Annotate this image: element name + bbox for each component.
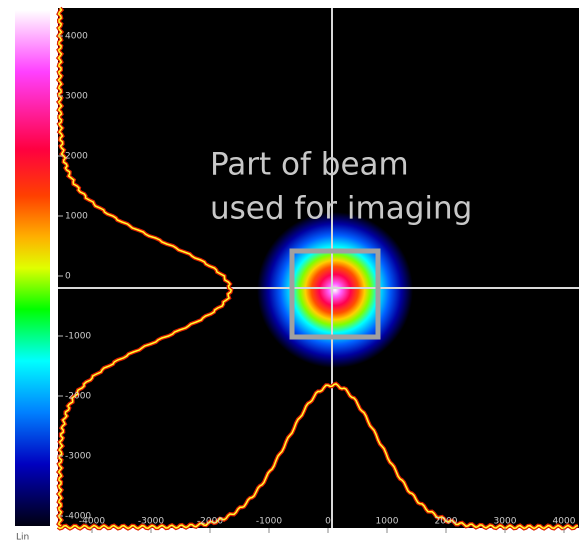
y-tick-label: 4000 xyxy=(65,32,88,42)
y-tick-label: -3000 xyxy=(65,452,91,462)
annotation-line: used for imaging xyxy=(210,191,472,227)
beam-profiler-view: Lin Part of beam used for imaging 4000 30… xyxy=(0,0,579,543)
x-tick-label: 3000 xyxy=(494,517,517,527)
y-tick-label: 2000 xyxy=(65,152,88,162)
x-tick-label: -3000 xyxy=(138,517,164,527)
x-tick-label: 4000 xyxy=(553,517,576,527)
y-tick-label: 3000 xyxy=(65,92,88,102)
colorbar-label: Lin xyxy=(16,533,29,543)
x-tick-label: 2000 xyxy=(435,517,458,527)
x-tick-label: -1000 xyxy=(256,517,282,527)
annotation-line: Part of beam xyxy=(210,147,409,183)
x-tick-label: 1000 xyxy=(376,517,399,527)
colorbar xyxy=(15,10,50,526)
x-tick-label: 0 xyxy=(325,517,331,527)
y-tick-label: 1000 xyxy=(65,212,88,222)
y-tick-label: -2000 xyxy=(65,392,91,402)
y-tick-label: 0 xyxy=(65,272,71,282)
y-tick-label: -1000 xyxy=(65,332,91,342)
x-tick-label: -2000 xyxy=(197,517,223,527)
beam-spot xyxy=(257,212,413,368)
page: Lin Part of beam used for imaging 4000 30… xyxy=(0,0,579,543)
x-tick-label: -4000 xyxy=(79,517,105,527)
